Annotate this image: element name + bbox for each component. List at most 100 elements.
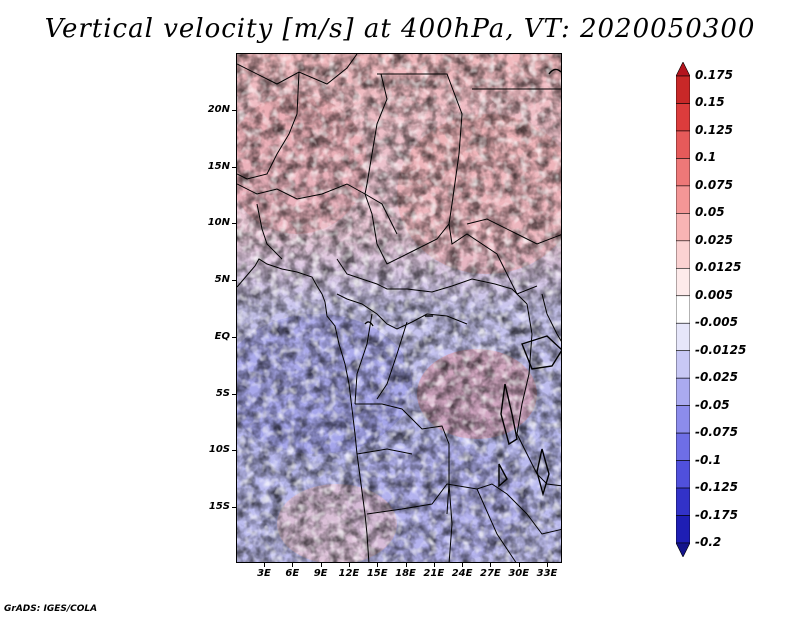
colorbar-segment [676, 267, 690, 297]
lat-label: 10N [207, 217, 230, 229]
colorbar-label: 0.1 [695, 150, 717, 165]
lon-tick [490, 563, 492, 567]
lon-tick [405, 563, 407, 567]
lat-label: 5N [214, 274, 230, 286]
lon-tick [433, 563, 435, 567]
colorbar-segment [676, 295, 690, 324]
lon-label: 24E [451, 568, 473, 579]
border-north-1 [237, 54, 358, 85]
colorbar-label: -0.05 [695, 397, 730, 412]
border-drc-east [516, 303, 533, 435]
lon-label: 27E [480, 568, 501, 579]
atlantic-coastline [237, 258, 370, 562]
lon-label: 18E [395, 568, 416, 579]
lake-nasser [548, 68, 561, 75]
colorbar-label: 0.025 [695, 232, 733, 247]
lat-label: EQ [214, 330, 230, 342]
colorbar-segment [676, 432, 690, 461]
lat-label: 15N [207, 160, 230, 172]
lon-tick [292, 563, 294, 567]
colorbar-label: 0.15 [695, 95, 725, 110]
lon-tick [462, 563, 464, 567]
colorbar-label: -0.125 [695, 480, 738, 495]
lat-tick [232, 336, 236, 338]
border-sudan [466, 218, 561, 245]
border-mozambique [526, 513, 561, 535]
lon-tick [518, 563, 520, 567]
colorbar-label: -0.0125 [695, 342, 747, 357]
colorbar-label: -0.1 [695, 452, 722, 467]
lon-tick [547, 563, 548, 567]
colorbar-label: -0.075 [695, 425, 738, 440]
lake-tumba [364, 321, 374, 327]
lake-victoria [521, 335, 561, 370]
lat-tick [232, 393, 236, 395]
lon-label: 3E [257, 568, 271, 579]
colorbar-top-arrow [676, 62, 690, 77]
field-texture-white [237, 54, 561, 562]
lat-label: 5S [215, 387, 230, 399]
lon-tick [320, 563, 322, 567]
colorbar-label: -0.175 [695, 507, 738, 522]
lat-tick [232, 166, 236, 168]
colorbar-label: 0.125 [695, 122, 733, 137]
lake-malawi [536, 448, 550, 497]
lake-mweru [498, 463, 508, 488]
colorbar-segment [676, 322, 690, 352]
colorbar [676, 62, 690, 557]
border-car [336, 258, 528, 305]
lon-label: 6E [285, 568, 300, 579]
colorbar-segment [676, 185, 690, 214]
lake-tanganyika [500, 383, 518, 446]
colorbar-segment [676, 103, 690, 132]
colorbar-segment [676, 377, 690, 406]
lon-label: 30E [508, 568, 530, 579]
colorbar-segment [676, 158, 690, 187]
credit-label: GrADS: IGES/COLA [4, 604, 98, 614]
border-sahel [237, 183, 398, 235]
lat-tick [232, 110, 236, 111]
lat-tick [232, 506, 236, 508]
lon-label: 15E [366, 568, 388, 579]
colorbar-label: 0.075 [695, 177, 733, 192]
lon-label: 33E [536, 568, 558, 579]
border-north-3 [364, 73, 388, 195]
lon-tick [377, 563, 379, 567]
colorbar-segment [676, 487, 690, 516]
lat-label: 15S [208, 500, 230, 512]
lon-label: 21E [423, 568, 445, 579]
lat-tick [232, 223, 236, 225]
colorbar-label: 0.175 [695, 68, 733, 82]
border-north-2 [237, 71, 300, 180]
lon-label: 12E [338, 568, 360, 579]
colorbar-label: -0.025 [695, 370, 738, 385]
map-title: Vertical velocity [m/s] at 400hPa, VT: 2… [44, 14, 756, 44]
colorbar-label: 0.0125 [695, 260, 742, 275]
border-angola-south [366, 483, 528, 515]
lat-tick [232, 450, 236, 452]
colorbar-segment [676, 213, 690, 242]
border-congo-west [354, 313, 373, 405]
lon-tick [348, 563, 350, 567]
border-drc-west [376, 321, 408, 400]
border-north-4 [377, 73, 463, 225]
border-angola-north [356, 448, 413, 455]
lat-tick [232, 280, 236, 282]
border-nigeria [256, 203, 283, 260]
lat-label: 10S [208, 444, 230, 456]
lon-tick [264, 563, 265, 567]
border-angola-drc [355, 403, 450, 515]
colorbar-segment [676, 240, 690, 269]
border-congo-north [336, 293, 468, 330]
colorbar-segment [676, 75, 690, 104]
border-uganda [541, 293, 561, 342]
border-central-north [364, 193, 538, 295]
colorbar-bottom-arrow [676, 542, 690, 557]
colorbar-segment [676, 130, 690, 159]
border-zimbabwe [476, 488, 517, 562]
lakes [364, 68, 561, 497]
colorbar-segment [676, 515, 690, 544]
colorbar-segment [676, 405, 690, 434]
colorbar-segment [676, 350, 690, 379]
map-field [237, 54, 561, 562]
